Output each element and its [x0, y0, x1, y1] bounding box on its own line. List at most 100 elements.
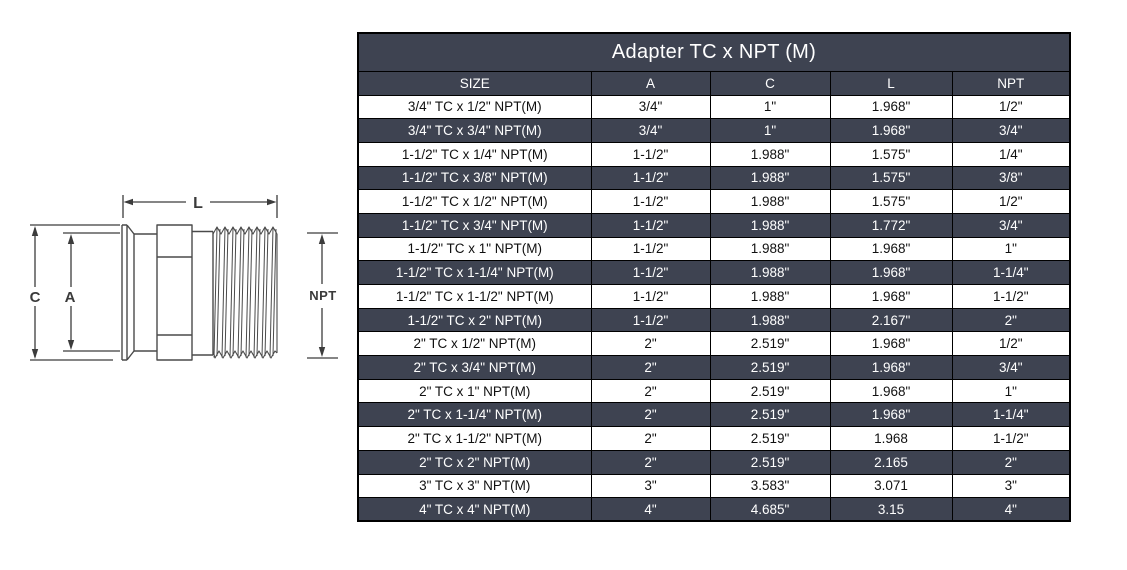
cell-size: 3" TC x 3" NPT(M): [357, 473, 592, 499]
cell-size: 1-1/2" TC x 1/2" NPT(M): [357, 189, 592, 214]
hex-body: [156, 224, 193, 361]
cell-size: 1-1/2" TC x 2" NPT(M): [357, 307, 592, 333]
cell-a: 1-1/2": [590, 236, 711, 262]
table-row: 4" TC x 4" NPT(M) 4" 4.685" 3.15 4": [357, 497, 1071, 522]
cell-l: 1.968": [829, 260, 953, 285]
table-row: 1-1/2" TC x 1" NPT(M) 1-1/2" 1.988" 1.96…: [357, 236, 1071, 262]
table-row: 1-1/2" TC x 3/8" NPT(M) 1-1/2" 1.988" 1.…: [357, 165, 1071, 191]
table-row: 2" TC x 1-1/4" NPT(M) 2" 2.519" 1.968" 1…: [357, 402, 1071, 428]
cell-size: 2" TC x 1-1/2" NPT(M): [357, 426, 592, 451]
cell-a: 2": [590, 449, 711, 475]
cell-size: 1-1/2" TC x 1-1/2" NPT(M): [357, 284, 592, 309]
neck: [134, 233, 157, 352]
cell-npt: 1/2": [951, 189, 1071, 214]
cell-npt: 1-1/4": [951, 260, 1071, 285]
cell-npt: 2": [951, 307, 1071, 333]
cell-c: 1.988": [709, 307, 831, 333]
table-row: 1-1/2" TC x 3/4" NPT(M) 1-1/2" 1.988" 1.…: [357, 212, 1071, 238]
cell-size: 2" TC x 1-1/4" NPT(M): [357, 402, 592, 428]
cell-c: 1.988": [709, 189, 831, 214]
cell-npt: 3/4": [951, 355, 1071, 380]
cell-a: 1-1/2": [590, 141, 711, 167]
cell-size: 2" TC x 1" NPT(M): [357, 378, 592, 404]
cell-npt: 1": [951, 236, 1071, 262]
table-row: 3" TC x 3" NPT(M) 3" 3.583" 3.071 3": [357, 473, 1071, 499]
table-row: 2" TC x 1/2" NPT(M) 2" 2.519" 1.968" 1/2…: [357, 331, 1071, 357]
table-row: 1-1/2" TC x 2" NPT(M) 1-1/2" 1.988" 2.16…: [357, 307, 1071, 333]
dim-label-length: L: [193, 195, 203, 212]
dimension-lines: [30, 195, 338, 361]
cell-l: 3.071: [829, 473, 953, 499]
table-row: 3/4" TC x 3/4" NPT(M) 3/4" 1" 1.968" 3/4…: [357, 118, 1071, 143]
cell-c: 1.988": [709, 284, 831, 309]
cell-l: 1.575": [829, 189, 953, 214]
table-row: 2" TC x 3/4" NPT(M) 2" 2.519" 1.968" 3/4…: [357, 355, 1071, 380]
dim-label-npt: NPT: [309, 288, 337, 303]
table-row: 2" TC x 1" NPT(M) 2" 2.519" 1.968" 1": [357, 378, 1071, 404]
cell-l: 1.968": [829, 284, 953, 309]
cell-c: 2.519": [709, 426, 831, 451]
cell-l: 3.15: [829, 497, 953, 522]
cell-size: 4" TC x 4" NPT(M): [357, 497, 592, 522]
arrow-right-icon: [267, 198, 277, 206]
table-row: 2" TC x 2" NPT(M) 2" 2.519" 2.165 2": [357, 449, 1071, 475]
cell-c: 2.519": [709, 331, 831, 357]
cell-size: 1-1/2" TC x 3/8" NPT(M): [357, 165, 592, 191]
cell-c: 4.685": [709, 497, 831, 522]
table-row: 1-1/2" TC x 1/4" NPT(M) 1-1/2" 1.988" 1.…: [357, 141, 1071, 167]
arrow-up-icon: [67, 234, 75, 244]
cell-c: 1.988": [709, 260, 831, 285]
cell-l: 1.968": [829, 402, 953, 428]
cell-npt: 1-1/2": [951, 284, 1071, 309]
cell-l: 2.165: [829, 449, 953, 475]
cell-l: 1.968": [829, 378, 953, 404]
cell-size: 1-1/2" TC x 3/4" NPT(M): [357, 212, 592, 238]
table-row: 1-1/2" TC x 1-1/4" NPT(M) 1-1/2" 1.988" …: [357, 260, 1071, 285]
cell-c: 2.519": [709, 402, 831, 428]
cell-npt: 1": [951, 378, 1071, 404]
cell-npt: 1/4": [951, 141, 1071, 167]
cell-a: 2": [590, 426, 711, 451]
cell-size: 2" TC x 3/4" NPT(M): [357, 355, 592, 380]
cell-npt: 3/8": [951, 165, 1071, 191]
cell-l: 1.575": [829, 165, 953, 191]
arrow-up-icon: [31, 226, 39, 236]
cell-a: 1-1/2": [590, 189, 711, 214]
arrow-down-icon: [318, 347, 326, 357]
cell-l: 1.772": [829, 212, 953, 238]
fitting-diagram: L C A NPT: [30, 195, 338, 361]
table-row: 3/4" TC x 1/2" NPT(M) 3/4" 1" 1.968" 1/2…: [357, 94, 1071, 120]
cell-c: 2.519": [709, 378, 831, 404]
cell-size: 2" TC x 2" NPT(M): [357, 449, 592, 475]
thread-lines: [213, 227, 277, 358]
column-header-c: C: [709, 70, 831, 96]
cell-a: 4": [590, 497, 711, 522]
table-row: 1-1/2" TC x 1/2" NPT(M) 1-1/2" 1.988" 1.…: [357, 189, 1071, 214]
arrow-down-icon: [67, 340, 75, 350]
tc-ferrule: [121, 224, 135, 361]
cell-a: 1-1/2": [590, 260, 711, 285]
cell-size: 1-1/2" TC x 1/4" NPT(M): [357, 141, 592, 167]
cell-c: 2.519": [709, 449, 831, 475]
table-row: 2" TC x 1-1/2" NPT(M) 2" 2.519" 1.968 1-…: [357, 426, 1071, 451]
cell-a: 3/4": [590, 118, 711, 143]
dim-label-tube-id: A: [65, 289, 76, 306]
cell-npt: 3": [951, 473, 1071, 499]
cell-npt: 1-1/2": [951, 426, 1071, 451]
cell-l: 1.968: [829, 426, 953, 451]
table-title: Adapter TC x NPT (M): [357, 32, 1071, 72]
arrow-left-icon: [123, 198, 133, 206]
table-row: 1-1/2" TC x 1-1/2" NPT(M) 1-1/2" 1.988" …: [357, 284, 1071, 309]
cell-a: 2": [590, 402, 711, 428]
title-row: Adapter TC x NPT (M): [357, 32, 1071, 72]
cell-c: 1.988": [709, 141, 831, 167]
column-header-size: SIZE: [357, 70, 592, 96]
cell-size: 2" TC x 1/2" NPT(M): [357, 331, 592, 357]
cell-l: 1.968": [829, 118, 953, 143]
cell-c: 3.583": [709, 473, 831, 499]
cell-a: 1-1/2": [590, 165, 711, 191]
cell-npt: 2": [951, 449, 1071, 475]
cell-l: 1.575": [829, 141, 953, 167]
cell-size: 3/4" TC x 1/2" NPT(M): [357, 94, 592, 120]
